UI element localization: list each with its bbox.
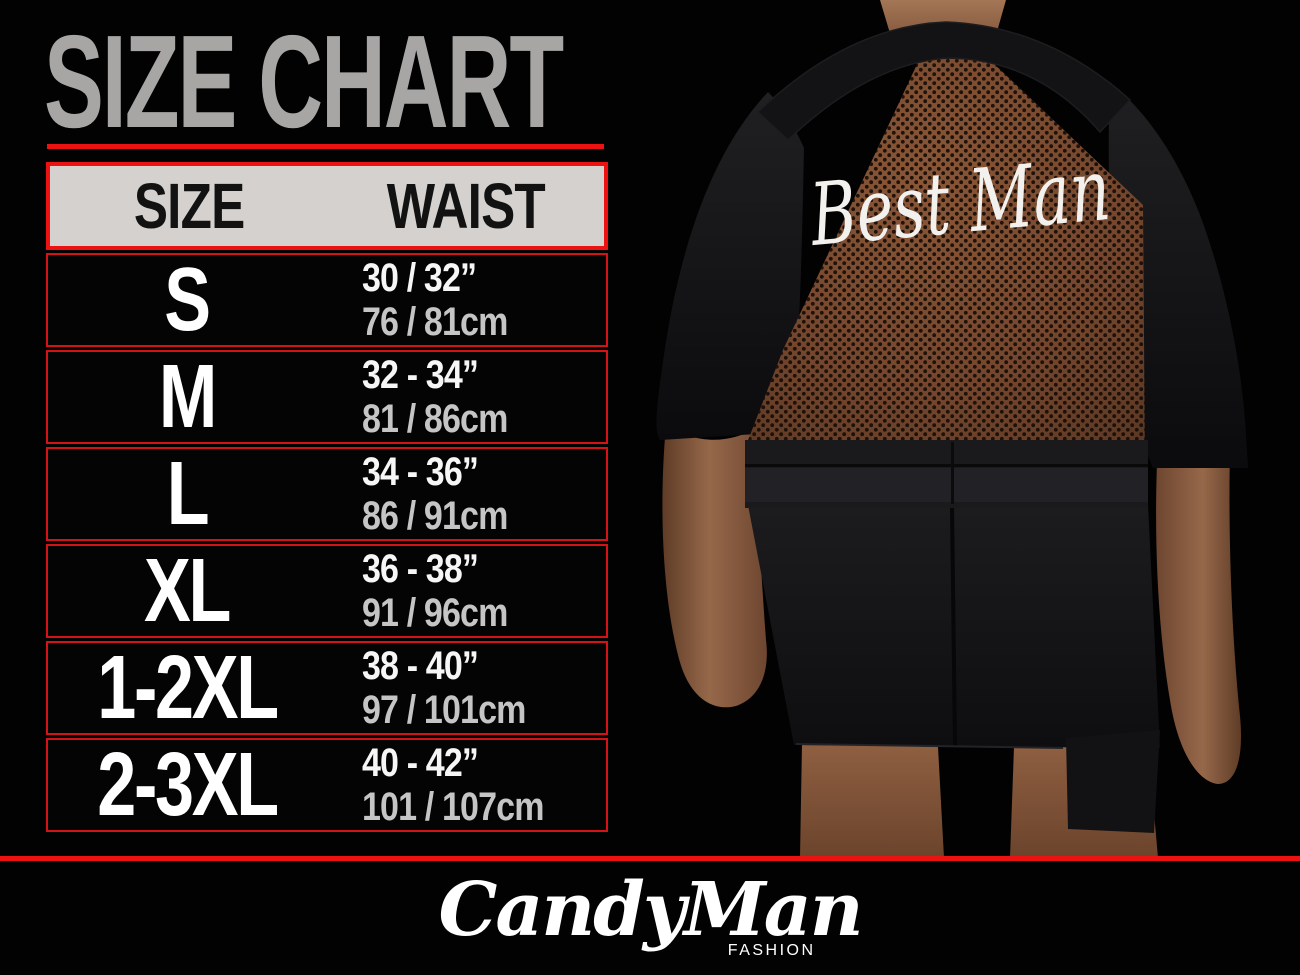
robe-belt-band	[745, 468, 1148, 502]
model-left-arm	[662, 425, 767, 708]
waist-cm: 86 / 91cm	[362, 494, 508, 538]
waist-inches: 36 - 38”	[362, 547, 479, 591]
waist-inches: 34 - 36”	[362, 450, 479, 494]
robe-collar	[756, 21, 1132, 142]
header-waist-label: WAIST	[386, 170, 546, 242]
table-row: S 30 / 32” 76 / 81cm	[46, 253, 608, 347]
size-label: XL	[144, 541, 231, 641]
waist-cm: 101 / 107cm	[362, 785, 544, 829]
page-title: SIZE CHART	[44, 8, 564, 155]
skirt-hem-highlight	[795, 743, 1064, 749]
robe-skirt-flap	[1066, 730, 1160, 833]
waist-inches: 38 - 40”	[362, 644, 479, 688]
waist-cm: 97 / 101cm	[362, 688, 526, 732]
belt-seam	[745, 464, 1148, 467]
waist-cm: 91 / 96cm	[362, 591, 508, 635]
size-label: 2-3XL	[97, 735, 279, 835]
table-row: 1-2XL 38 - 40” 97 / 101cm	[46, 641, 608, 735]
size-label: L	[166, 444, 210, 544]
robe-left-sleeve	[656, 92, 804, 440]
belt-center-seam	[951, 442, 954, 504]
table-row: L 34 - 36” 86 / 91cm	[46, 447, 608, 541]
waist-cm: 81 / 86cm	[362, 397, 508, 441]
model-left-leg	[800, 744, 944, 858]
title-underline	[47, 144, 604, 149]
header-waist: WAIST	[328, 174, 604, 238]
footer-divider-line	[0, 856, 1300, 861]
header-size-label: SIZE	[133, 170, 245, 242]
size-label: M	[158, 347, 217, 447]
table-header-row: SIZE WAIST	[46, 162, 608, 250]
size-label: 1-2XL	[97, 638, 279, 738]
model-right-arm	[1156, 440, 1242, 784]
table-row: M 32 - 34” 81 / 86cm	[46, 350, 608, 444]
table-row: XL 36 - 38” 91 / 96cm	[46, 544, 608, 638]
brand-logo: CandyMan FASHION	[438, 867, 863, 959]
table-row: 2-3XL 40 - 42” 101 / 107cm	[46, 738, 608, 832]
size-label: S	[164, 250, 212, 350]
waist-inches: 40 - 42”	[362, 741, 479, 785]
waist-inches: 32 - 34”	[362, 353, 479, 397]
header-size: SIZE	[50, 174, 328, 238]
brand-logo-text: CandyMan	[438, 867, 863, 953]
size-table: SIZE WAIST S 30 / 32” 76 / 81cm M 32 - 3…	[46, 162, 608, 832]
mesh-dot-texture	[745, 58, 1145, 470]
waist-inches: 30 / 32”	[362, 256, 477, 300]
product-photo: Best Man	[656, 0, 1248, 858]
brand-logo-subtext: FASHION	[727, 942, 816, 959]
skirt-center-seam	[950, 504, 957, 747]
waist-cm: 76 / 81cm	[362, 300, 508, 344]
